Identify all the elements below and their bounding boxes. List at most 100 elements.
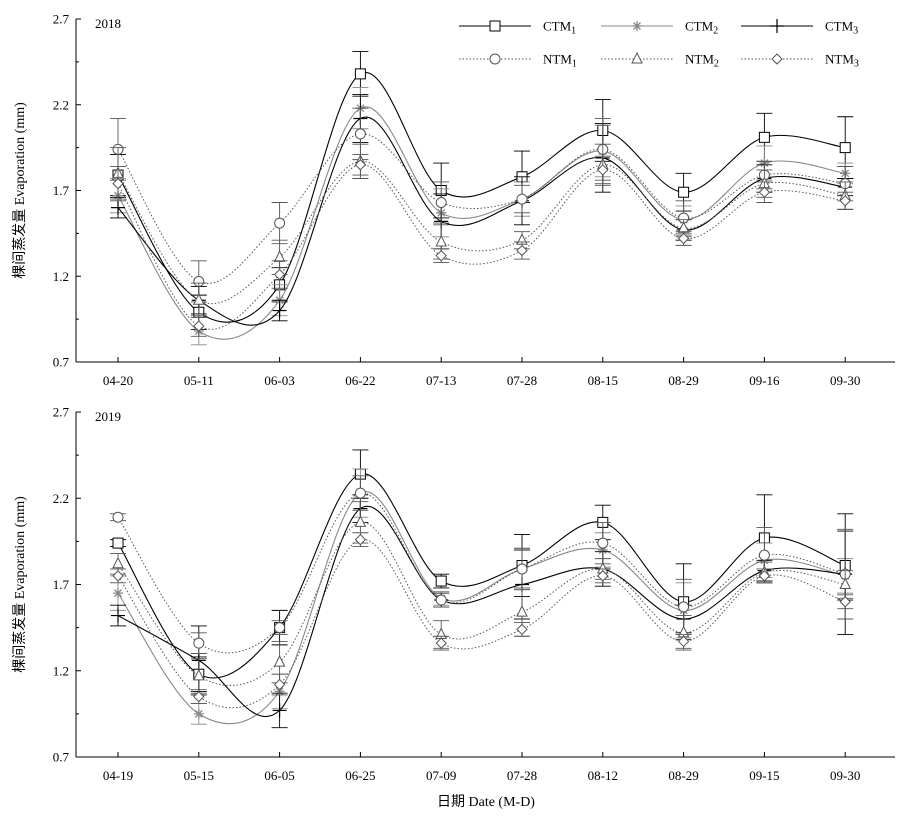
legend-label-main: NTM	[685, 52, 714, 67]
y-tick-label: 2.7	[53, 405, 70, 420]
legend-symbol-marker-square	[489, 20, 501, 32]
point-NTM1-marker-circle	[274, 217, 286, 229]
series-line-NTM2	[117, 160, 846, 305]
y-tick-label: 1.7	[53, 577, 70, 592]
series-line-NTM3	[117, 539, 846, 709]
series-line-NTM2	[117, 521, 846, 686]
point-NTM3-marker-diamond	[193, 690, 205, 703]
point-NTM1-marker-circle	[274, 622, 286, 634]
point-CTM2-marker-asterisk	[113, 588, 123, 599]
x-tick-label: 09-30	[830, 373, 860, 388]
x-tick-label: 06-25	[345, 768, 375, 783]
point-CTM1-marker-square	[435, 575, 447, 587]
point-CTM3-marker-plus	[272, 303, 287, 318]
point-NTM2-marker-triangle	[839, 577, 852, 589]
series-CTM1	[110, 449, 854, 692]
point-CTM3-marker-plus	[272, 703, 287, 718]
x-tick-label: 09-15	[749, 768, 779, 783]
legend-symbol-marker-asterisk	[632, 21, 642, 31]
x-tick-label: 05-15	[184, 768, 214, 783]
series-line-CTM2	[117, 491, 846, 725]
x-tick-label: 06-05	[264, 768, 294, 783]
y-axis-title: 棵间蒸发量 Evaporation (mm)	[12, 102, 28, 279]
y-tick-label: 1.7	[53, 183, 70, 198]
point-NTM2-marker-triangle	[273, 250, 286, 262]
x-tick-label: 04-19	[103, 768, 133, 783]
point-NTM2-marker-triangle	[112, 556, 124, 569]
point-NTM2-marker-triangle	[354, 515, 367, 527]
series-CTM2	[110, 468, 854, 725]
point-NTM3-marker-diamond	[597, 570, 609, 582]
x-tick-label: 08-15	[588, 373, 618, 388]
x-tick-label: 07-28	[507, 373, 537, 388]
point-NTM2-marker-triangle	[192, 668, 205, 681]
point-NTM1-marker-circle	[354, 128, 366, 140]
x-tick-label: 08-29	[668, 373, 698, 388]
legend-label-subscript: 1	[571, 26, 576, 37]
point-NTM1-marker-circle	[435, 594, 447, 606]
legend-symbol-marker-circle	[489, 53, 501, 65]
point-NTM3-marker-diamond	[839, 596, 851, 608]
series-NTM3	[110, 532, 854, 709]
y-tick-label: 0.7	[53, 355, 70, 370]
x-tick-label: 08-29	[668, 768, 698, 783]
point-NTM1-marker-circle	[354, 487, 366, 499]
series-line-NTM1	[117, 492, 846, 654]
series-CTM3	[110, 94, 854, 326]
y-tick-label: 1.2	[53, 269, 69, 284]
y-tick-label: 2.2	[53, 97, 69, 112]
series-NTM1	[110, 475, 854, 654]
y-axis-title: 棵间蒸发量 Evaporation (mm)	[12, 496, 28, 673]
point-CTM1-marker-square	[758, 131, 770, 143]
legend-label-main: CTM	[543, 19, 572, 34]
series-NTM1	[110, 107, 854, 303]
point-NTM3-marker-diamond	[435, 637, 447, 649]
legend-label: NTM2	[685, 52, 719, 70]
point-NTM3-marker-diamond	[758, 186, 771, 198]
x-tick-label: 07-13	[426, 373, 456, 388]
series-CTM1	[110, 51, 854, 330]
point-CTM3-marker-plus	[111, 608, 125, 623]
point-NTM2-marker-triangle	[192, 293, 205, 305]
point-NTM3-marker-diamond	[354, 159, 367, 171]
point-NTM2-marker-triangle	[273, 655, 286, 667]
legend-label-subscript: 3	[853, 26, 858, 37]
series-line-CTM3	[117, 116, 846, 326]
legend-symbol-marker-triangle	[631, 51, 643, 64]
point-NTM3-marker-diamond	[839, 195, 851, 207]
point-NTM1-marker-circle	[597, 537, 609, 549]
point-NTM3-marker-diamond	[677, 232, 690, 245]
point-CTM1-marker-square	[112, 537, 124, 549]
x-tick-label: 09-30	[830, 768, 860, 783]
point-NTM3-marker-diamond	[354, 533, 367, 546]
legend-label-main: NTM	[543, 52, 572, 67]
legend-symbol-marker-diamond	[771, 53, 783, 65]
point-NTM2-marker-triangle	[516, 604, 528, 617]
chart-panel-2018: 0.7 1.2 1.7 2.2 2.7 04-20 05-11 06-03 06-22 07-13…	[12, 12, 895, 388]
x-tick-label: 05-11	[184, 373, 214, 388]
point-NTM3-marker-diamond	[435, 249, 447, 262]
legend-item-CTM2: CTM2	[601, 19, 718, 37]
legend-label-subscript: 3	[854, 59, 859, 70]
x-tick-label: 07-28	[507, 768, 537, 783]
legend-label-subscript: 1	[572, 59, 577, 70]
x-tick-label: 06-03	[264, 373, 294, 388]
point-NTM1-marker-circle	[758, 549, 770, 561]
point-NTM3-marker-diamond	[193, 320, 205, 332]
legend-item-NTM2: NTM2	[601, 52, 719, 70]
point-NTM1-marker-circle	[112, 511, 124, 523]
series-NTM3	[110, 154, 854, 337]
panel-year-label: 2018	[95, 16, 121, 31]
point-NTM3-marker-diamond	[516, 244, 528, 257]
legend-label: NTM1	[543, 52, 577, 70]
legend-label-main: CTM	[685, 19, 714, 34]
series-line-CTM2	[117, 106, 846, 340]
x-tick-label: 09-16	[749, 373, 780, 388]
point-NTM1-marker-circle	[435, 197, 447, 209]
legend-label: CTM3	[825, 19, 858, 37]
point-NTM3-marker-diamond	[112, 177, 124, 190]
series-NTM2	[110, 143, 854, 318]
point-NTM1-marker-circle	[516, 193, 528, 205]
legend-label: CTM1	[543, 19, 576, 37]
legend-label: NTM3	[825, 52, 859, 70]
